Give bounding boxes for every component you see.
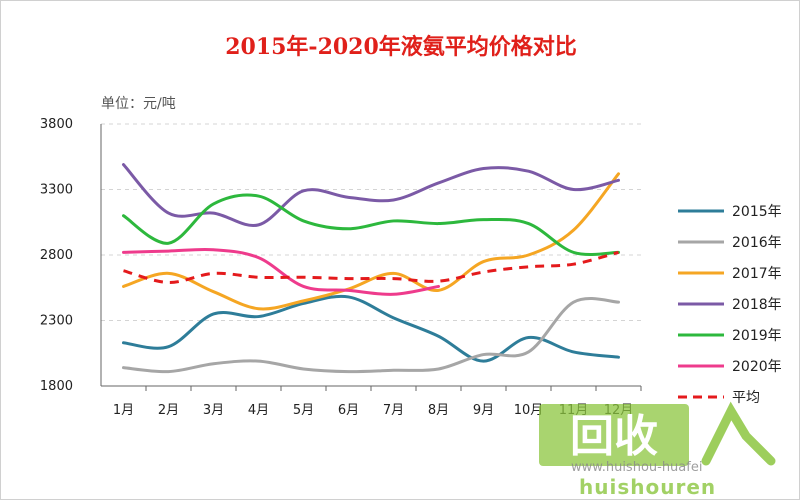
series-line-5 [122,193,620,256]
series-layer [122,163,620,374]
series-line-1 [122,294,620,363]
legend-label: 2015年 [732,204,782,220]
x-tick-label: 2月 [158,403,179,418]
chart-title: 2015年-2020年液氨平均价格对比 [225,34,577,60]
series-line-7 [123,250,619,285]
legend-label: 2019年 [732,328,782,344]
y-tick-label: 1800 [40,379,73,394]
x-tick-label: 8月 [428,403,449,418]
x-tick-label: 6月 [338,403,359,418]
series-line-6 [122,247,440,296]
watermark-logo: 回收 www.huishou-huafei huishouren [539,401,776,499]
series-line-3 [122,172,620,311]
legend-label: 平均 [732,390,760,406]
x-tick-label: 3月 [203,403,224,418]
legend-label: 2016年 [732,235,782,251]
y-tick-label: 3300 [40,183,73,198]
watermark-site-name: huishouren [579,475,716,499]
x-tick-label: 5月 [293,403,314,418]
legend-label: 2020年 [732,359,782,375]
series-line-2 [122,297,620,374]
y-unit-label: 单位：元/吨 [101,96,176,112]
y-tick-label: 2300 [40,314,73,329]
legend-label: 2017年 [732,266,782,282]
watermark-url: www.huishou-huafei [571,460,702,475]
grid-layer [101,123,641,321]
watermark-logo-text: 回收 [570,411,658,462]
x-tick-label: 9月 [473,403,494,418]
watermark-person-icon [701,401,776,466]
watermark-logo-box [539,404,689,466]
x-tick-label: 1月 [113,403,134,418]
x-tick-label: 4月 [248,403,269,418]
x-tick-label: 7月 [383,403,404,418]
legend-label: 2018年 [732,297,782,313]
y-tick-label: 2800 [40,248,73,263]
y-tick-label: 3800 [40,117,73,132]
x-tick-label: 10月 [514,403,544,418]
series-line-4 [122,163,620,228]
